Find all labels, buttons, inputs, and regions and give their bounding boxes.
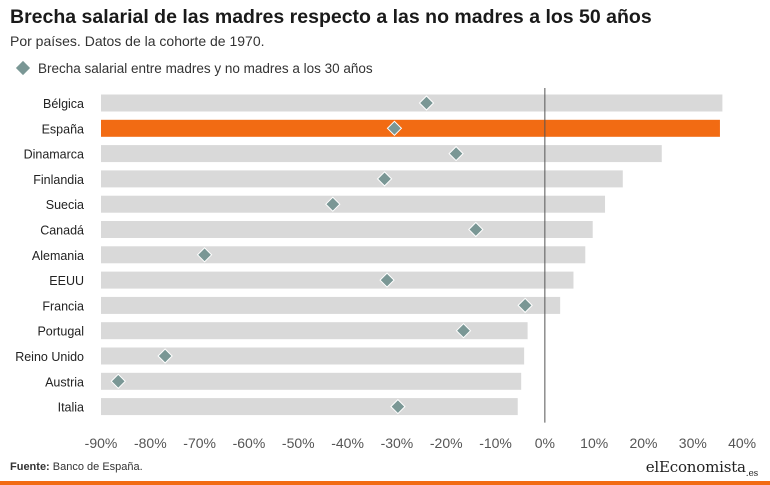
x-tick-label: -20% xyxy=(430,435,463,451)
category-label: Austria xyxy=(45,375,84,389)
diamond-marker xyxy=(455,322,472,339)
source-note: Fuente: Banco de España. xyxy=(10,461,143,473)
chart-title: Brecha salarial de las madres respecto a… xyxy=(10,6,652,28)
x-tick-label: -90% xyxy=(85,435,118,451)
category-label: Finlandia xyxy=(33,173,84,187)
chart-subtitle: Por países. Datos de la cohorte de 1970. xyxy=(10,33,265,49)
bar xyxy=(101,296,561,314)
bar xyxy=(101,347,525,365)
category-label: España xyxy=(42,122,84,136)
brand-suffix: .es xyxy=(745,469,758,479)
bar xyxy=(101,94,723,112)
category-label: Suecia xyxy=(46,198,84,212)
category-label: Dinamarca xyxy=(24,148,84,162)
category-label: Alemania xyxy=(32,249,84,263)
bar xyxy=(101,372,522,390)
diamond-marker xyxy=(390,398,406,415)
diamond-marker xyxy=(379,272,395,288)
diamond-marker xyxy=(376,171,393,187)
bar xyxy=(101,246,586,264)
legend: Brecha salarial entre madres y no madres… xyxy=(14,58,373,78)
x-tick-label: 20% xyxy=(629,435,657,451)
x-tick-label: -70% xyxy=(183,435,216,451)
diamond-marker xyxy=(325,196,341,212)
diamond-marker xyxy=(517,297,533,314)
brand-name: elEconomista xyxy=(645,458,746,476)
x-tick-label: -30% xyxy=(381,435,414,451)
bar xyxy=(101,119,720,137)
bar xyxy=(101,145,662,163)
x-tick-label: 30% xyxy=(679,435,707,451)
diamond-marker xyxy=(448,145,464,162)
diamond-marker xyxy=(157,348,173,364)
x-tick-label: -80% xyxy=(134,435,167,451)
category-label: Canadá xyxy=(40,224,84,238)
legend-label: Brecha salarial entre madres y no madres… xyxy=(38,60,373,76)
diamond-marker xyxy=(418,95,435,111)
bar xyxy=(101,398,518,416)
diamond-marker xyxy=(468,221,484,238)
brand-logo[interactable]: elEconomista.es xyxy=(646,458,758,479)
category-label: Portugal xyxy=(37,325,84,339)
bar xyxy=(101,271,574,289)
x-tick-label: -50% xyxy=(282,435,315,451)
category-label: Bélgica xyxy=(43,97,84,111)
category-label: EEUU xyxy=(49,274,84,288)
diamond-marker xyxy=(196,247,213,263)
diamond-marker xyxy=(110,373,126,390)
bar xyxy=(101,170,623,188)
footer-accent-line xyxy=(0,481,770,485)
category-label: Italia xyxy=(58,401,84,415)
source-label: Fuente: xyxy=(10,461,50,473)
x-tick-label: 10% xyxy=(580,435,608,451)
x-tick-label: -40% xyxy=(331,435,364,451)
x-tick-label: 0% xyxy=(535,435,555,451)
source-text: Banco de España. xyxy=(52,461,143,473)
bar xyxy=(101,195,606,213)
x-tick-label: -10% xyxy=(479,435,512,451)
x-tick-label: -60% xyxy=(233,435,266,451)
bar xyxy=(101,322,528,340)
diamond-marker xyxy=(386,120,403,137)
x-tick-label: 40% xyxy=(728,435,756,451)
bar-chart: Bélgica España Dinamarca Finlandia Suecia Can… xyxy=(15,88,756,451)
category-label: Francia xyxy=(42,299,84,313)
category-label: Reino Unido xyxy=(15,350,84,364)
bar xyxy=(101,221,593,238)
